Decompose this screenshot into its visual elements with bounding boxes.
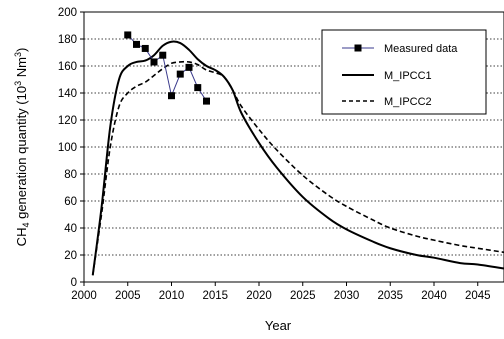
data-point-marker (150, 58, 158, 66)
series-line-m-ipcc1 (91, 40, 504, 276)
data-point-marker (141, 44, 149, 52)
y-axis-title: CH4 generation quantity (103 Nm3) (13, 48, 31, 247)
data-point-marker (124, 31, 132, 39)
gridlines (84, 38, 504, 256)
series-line-m-ipcc2 (91, 60, 504, 276)
data-point-marker (203, 97, 210, 105)
data-point-marker (159, 51, 167, 59)
y-tick-label: 80 (64, 169, 77, 181)
x-tick-label: 2025 (290, 290, 316, 302)
data-point-marker (133, 40, 140, 48)
x-tick-label: 2035 (377, 290, 403, 302)
legend-label-ipcc2: M_IPCC2 (384, 96, 432, 108)
y-tick-label: 20 (64, 250, 77, 262)
y-tick-label: 160 (58, 61, 77, 73)
y-tick-label: 0 (71, 277, 77, 289)
series-line-measured-data (127, 34, 207, 102)
y-tick-label: 100 (58, 142, 77, 154)
x-tick-label: 2020 (246, 290, 272, 302)
legend-item-measured: Measured data (342, 43, 458, 55)
data-point-marker (185, 63, 193, 71)
y-tick-label: 60 (64, 196, 77, 208)
y-axis-ticks: 0 20 40 60 80 100 120 140 160 180 200 (58, 7, 84, 289)
x-tick-label: 2005 (115, 290, 141, 302)
x-tick-label: 2015 (202, 290, 228, 302)
plot-frame (83, 11, 504, 283)
legend: Measured data M_IPCC1 M_IPCC2 (321, 29, 487, 115)
x-axis-ticks: 2000 2005 2010 2015 2020 2025 2030 2035 2040 2045 (71, 282, 491, 302)
x-tick-label: 2000 (71, 290, 97, 302)
x-tick-label: 2045 (465, 290, 491, 302)
x-axis-title: Year (265, 318, 292, 333)
legend-box (321, 29, 487, 115)
y-tick-label: 200 (58, 7, 77, 19)
data-point-marker (168, 92, 175, 100)
legend-item-ipcc2: M_IPCC2 (342, 96, 432, 108)
data-point-marker (176, 70, 184, 78)
y-tick-label: 140 (58, 88, 77, 100)
legend-label-ipcc1: M_IPCC1 (384, 70, 432, 82)
y-tick-label: 180 (58, 34, 77, 46)
y-tick-label: 120 (58, 115, 77, 127)
legend-marker-square (354, 44, 362, 52)
legend-item-ipcc1: M_IPCC1 (342, 70, 432, 82)
x-tick-label: 2010 (159, 290, 185, 302)
x-tick-label: 2030 (334, 290, 360, 302)
data-point-marker (194, 84, 202, 92)
x-tick-label: 2040 (421, 290, 447, 302)
legend-label-measured: Measured data (384, 43, 458, 55)
series-lines (91, 31, 504, 276)
y-tick-label: 40 (64, 223, 77, 235)
